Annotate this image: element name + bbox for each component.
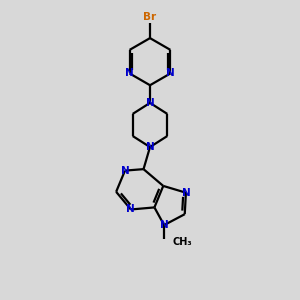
Text: Br: Br [143, 13, 157, 22]
Text: N: N [146, 142, 154, 152]
Text: N: N [125, 68, 134, 78]
Text: N: N [146, 98, 154, 108]
Text: N: N [127, 205, 135, 214]
Text: N: N [182, 188, 190, 198]
Text: CH₃: CH₃ [172, 237, 192, 247]
Text: N: N [160, 220, 169, 230]
Text: N: N [121, 166, 129, 176]
Text: N: N [166, 68, 175, 78]
